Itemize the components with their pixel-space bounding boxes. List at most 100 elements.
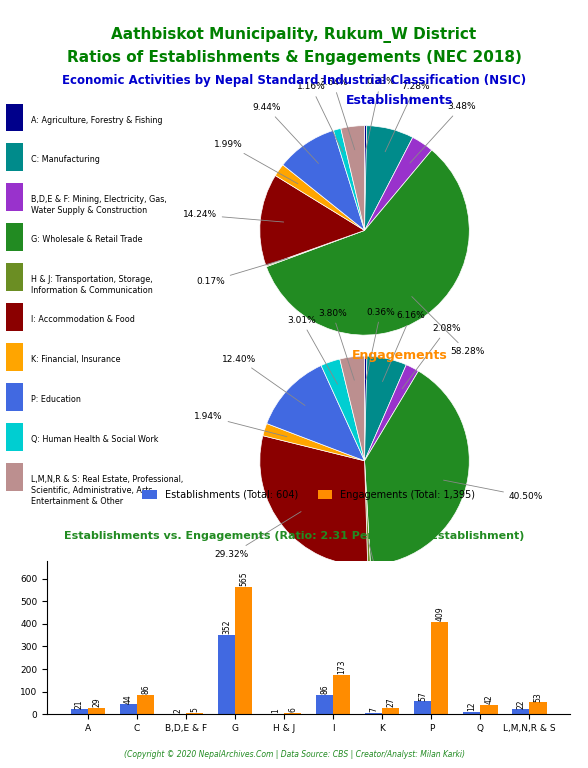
- Bar: [6, 423, 23, 451]
- Text: 12.40%: 12.40%: [222, 355, 305, 406]
- Wedge shape: [333, 128, 365, 230]
- Text: 14.24%: 14.24%: [182, 210, 283, 222]
- Bar: [463, 711, 480, 714]
- Text: 0.17%: 0.17%: [196, 258, 288, 286]
- Bar: [137, 695, 154, 714]
- Text: Q: Human Health & Social Work: Q: Human Health & Social Work: [31, 435, 158, 444]
- Text: 7: 7: [369, 707, 378, 712]
- Text: 53: 53: [533, 692, 543, 702]
- Text: 6: 6: [288, 707, 298, 712]
- Wedge shape: [365, 461, 370, 565]
- Wedge shape: [275, 165, 365, 230]
- Text: Aathbiskot Municipality, Rukum_W District: Aathbiskot Municipality, Rukum_W Distric…: [111, 27, 477, 43]
- Text: 565: 565: [239, 571, 248, 586]
- Bar: [382, 708, 399, 714]
- Text: 40.50%: 40.50%: [443, 480, 543, 501]
- Text: 86: 86: [141, 684, 150, 694]
- Wedge shape: [365, 356, 367, 461]
- Wedge shape: [260, 435, 368, 565]
- Text: 27: 27: [386, 698, 395, 707]
- Text: L,M,N,R & S: Real Estate, Professional,
Scientific, Administrative, Arts,
Entert: L,M,N,R & S: Real Estate, Professional, …: [31, 475, 183, 506]
- Bar: [6, 383, 23, 411]
- Bar: [333, 675, 350, 714]
- Text: 29.32%: 29.32%: [215, 511, 301, 558]
- Text: 44: 44: [124, 694, 133, 703]
- Text: I: Accommodation & Food: I: Accommodation & Food: [31, 315, 135, 324]
- Text: K: Financial, Insurance: K: Financial, Insurance: [31, 355, 120, 364]
- Text: 12: 12: [467, 701, 476, 711]
- Text: 1: 1: [271, 709, 280, 713]
- Bar: [432, 622, 449, 714]
- Text: 5: 5: [190, 707, 199, 713]
- Bar: [235, 587, 252, 714]
- Wedge shape: [340, 356, 365, 461]
- Wedge shape: [263, 423, 365, 461]
- Bar: [6, 144, 23, 171]
- Text: 6.16%: 6.16%: [383, 311, 425, 382]
- Bar: [186, 713, 203, 714]
- Text: 9.44%: 9.44%: [252, 103, 319, 164]
- Text: 3.48%: 3.48%: [410, 102, 476, 163]
- Text: 21: 21: [75, 700, 84, 709]
- Text: 352: 352: [222, 620, 231, 634]
- Bar: [88, 707, 105, 714]
- Text: 22: 22: [516, 699, 525, 709]
- Text: P: Education: P: Education: [31, 395, 81, 404]
- Wedge shape: [365, 137, 432, 230]
- Text: Establishments vs. Engagements (Ratio: 2.31 Persons per Establishment): Establishments vs. Engagements (Ratio: 2…: [64, 531, 524, 541]
- Bar: [6, 184, 23, 211]
- Text: 1.94%: 1.94%: [194, 412, 287, 437]
- Wedge shape: [321, 359, 365, 461]
- Text: 409: 409: [435, 607, 445, 621]
- Wedge shape: [365, 356, 406, 461]
- Bar: [6, 343, 23, 371]
- Text: 86: 86: [320, 684, 329, 694]
- Text: 173: 173: [338, 660, 346, 674]
- Text: 29: 29: [92, 697, 101, 707]
- Text: Engagements: Engagements: [352, 349, 447, 362]
- Text: Establishments: Establishments: [346, 94, 453, 108]
- Text: H & J: Transportation, Storage,
Information & Communication: H & J: Transportation, Storage, Informat…: [31, 275, 152, 296]
- Text: 3.01%: 3.01%: [287, 316, 338, 384]
- Text: 7.28%: 7.28%: [385, 81, 430, 152]
- Bar: [6, 463, 23, 491]
- Wedge shape: [365, 371, 469, 565]
- Wedge shape: [266, 150, 469, 335]
- Bar: [218, 634, 235, 714]
- Wedge shape: [365, 126, 367, 230]
- Text: A: Agriculture, Forestry & Fishing: A: Agriculture, Forestry & Fishing: [31, 115, 162, 124]
- Wedge shape: [365, 365, 419, 461]
- Text: B,D,E & F: Mining, Electricity, Gas,
Water Supply & Construction: B,D,E & F: Mining, Electricity, Gas, Wat…: [31, 195, 166, 216]
- Text: 2: 2: [173, 708, 182, 713]
- Bar: [512, 710, 529, 714]
- Text: Ratios of Establishments & Engagements (NEC 2018): Ratios of Establishments & Engagements (…: [66, 50, 522, 65]
- Bar: [6, 263, 23, 291]
- Bar: [414, 701, 432, 714]
- Text: 0.33%: 0.33%: [366, 78, 395, 149]
- Text: 42: 42: [485, 694, 493, 704]
- Text: G: Wholesale & Retail Trade: G: Wholesale & Retail Trade: [31, 235, 142, 244]
- Bar: [529, 702, 547, 714]
- Text: 58.28%: 58.28%: [412, 296, 485, 356]
- Bar: [71, 710, 88, 714]
- Wedge shape: [283, 131, 365, 230]
- Wedge shape: [266, 230, 365, 266]
- Text: Economic Activities by Nepal Standard Industrial Classification (NSIC): Economic Activities by Nepal Standard In…: [62, 74, 526, 87]
- Text: 57: 57: [418, 691, 427, 700]
- Text: (Copyright © 2020 NepalArchives.Com | Data Source: CBS | Creator/Analyst: Milan : (Copyright © 2020 NepalArchives.Com | Da…: [123, 750, 465, 759]
- Text: 0.36%: 0.36%: [366, 308, 395, 379]
- Legend: Establishments (Total: 604), Engagements (Total: 1,395): Establishments (Total: 604), Engagements…: [139, 485, 479, 503]
- Wedge shape: [341, 126, 365, 230]
- Text: 0.43%: 0.43%: [369, 542, 400, 614]
- Text: C: Manufacturing: C: Manufacturing: [31, 155, 99, 164]
- Bar: [480, 705, 497, 714]
- Text: 3.80%: 3.80%: [318, 309, 355, 380]
- Bar: [284, 713, 301, 714]
- Text: 3.64%: 3.64%: [319, 78, 355, 150]
- Text: 1.16%: 1.16%: [297, 82, 343, 152]
- Bar: [120, 704, 137, 714]
- Bar: [6, 223, 23, 251]
- Wedge shape: [267, 366, 365, 461]
- Bar: [365, 713, 382, 714]
- Text: 1.99%: 1.99%: [214, 141, 298, 184]
